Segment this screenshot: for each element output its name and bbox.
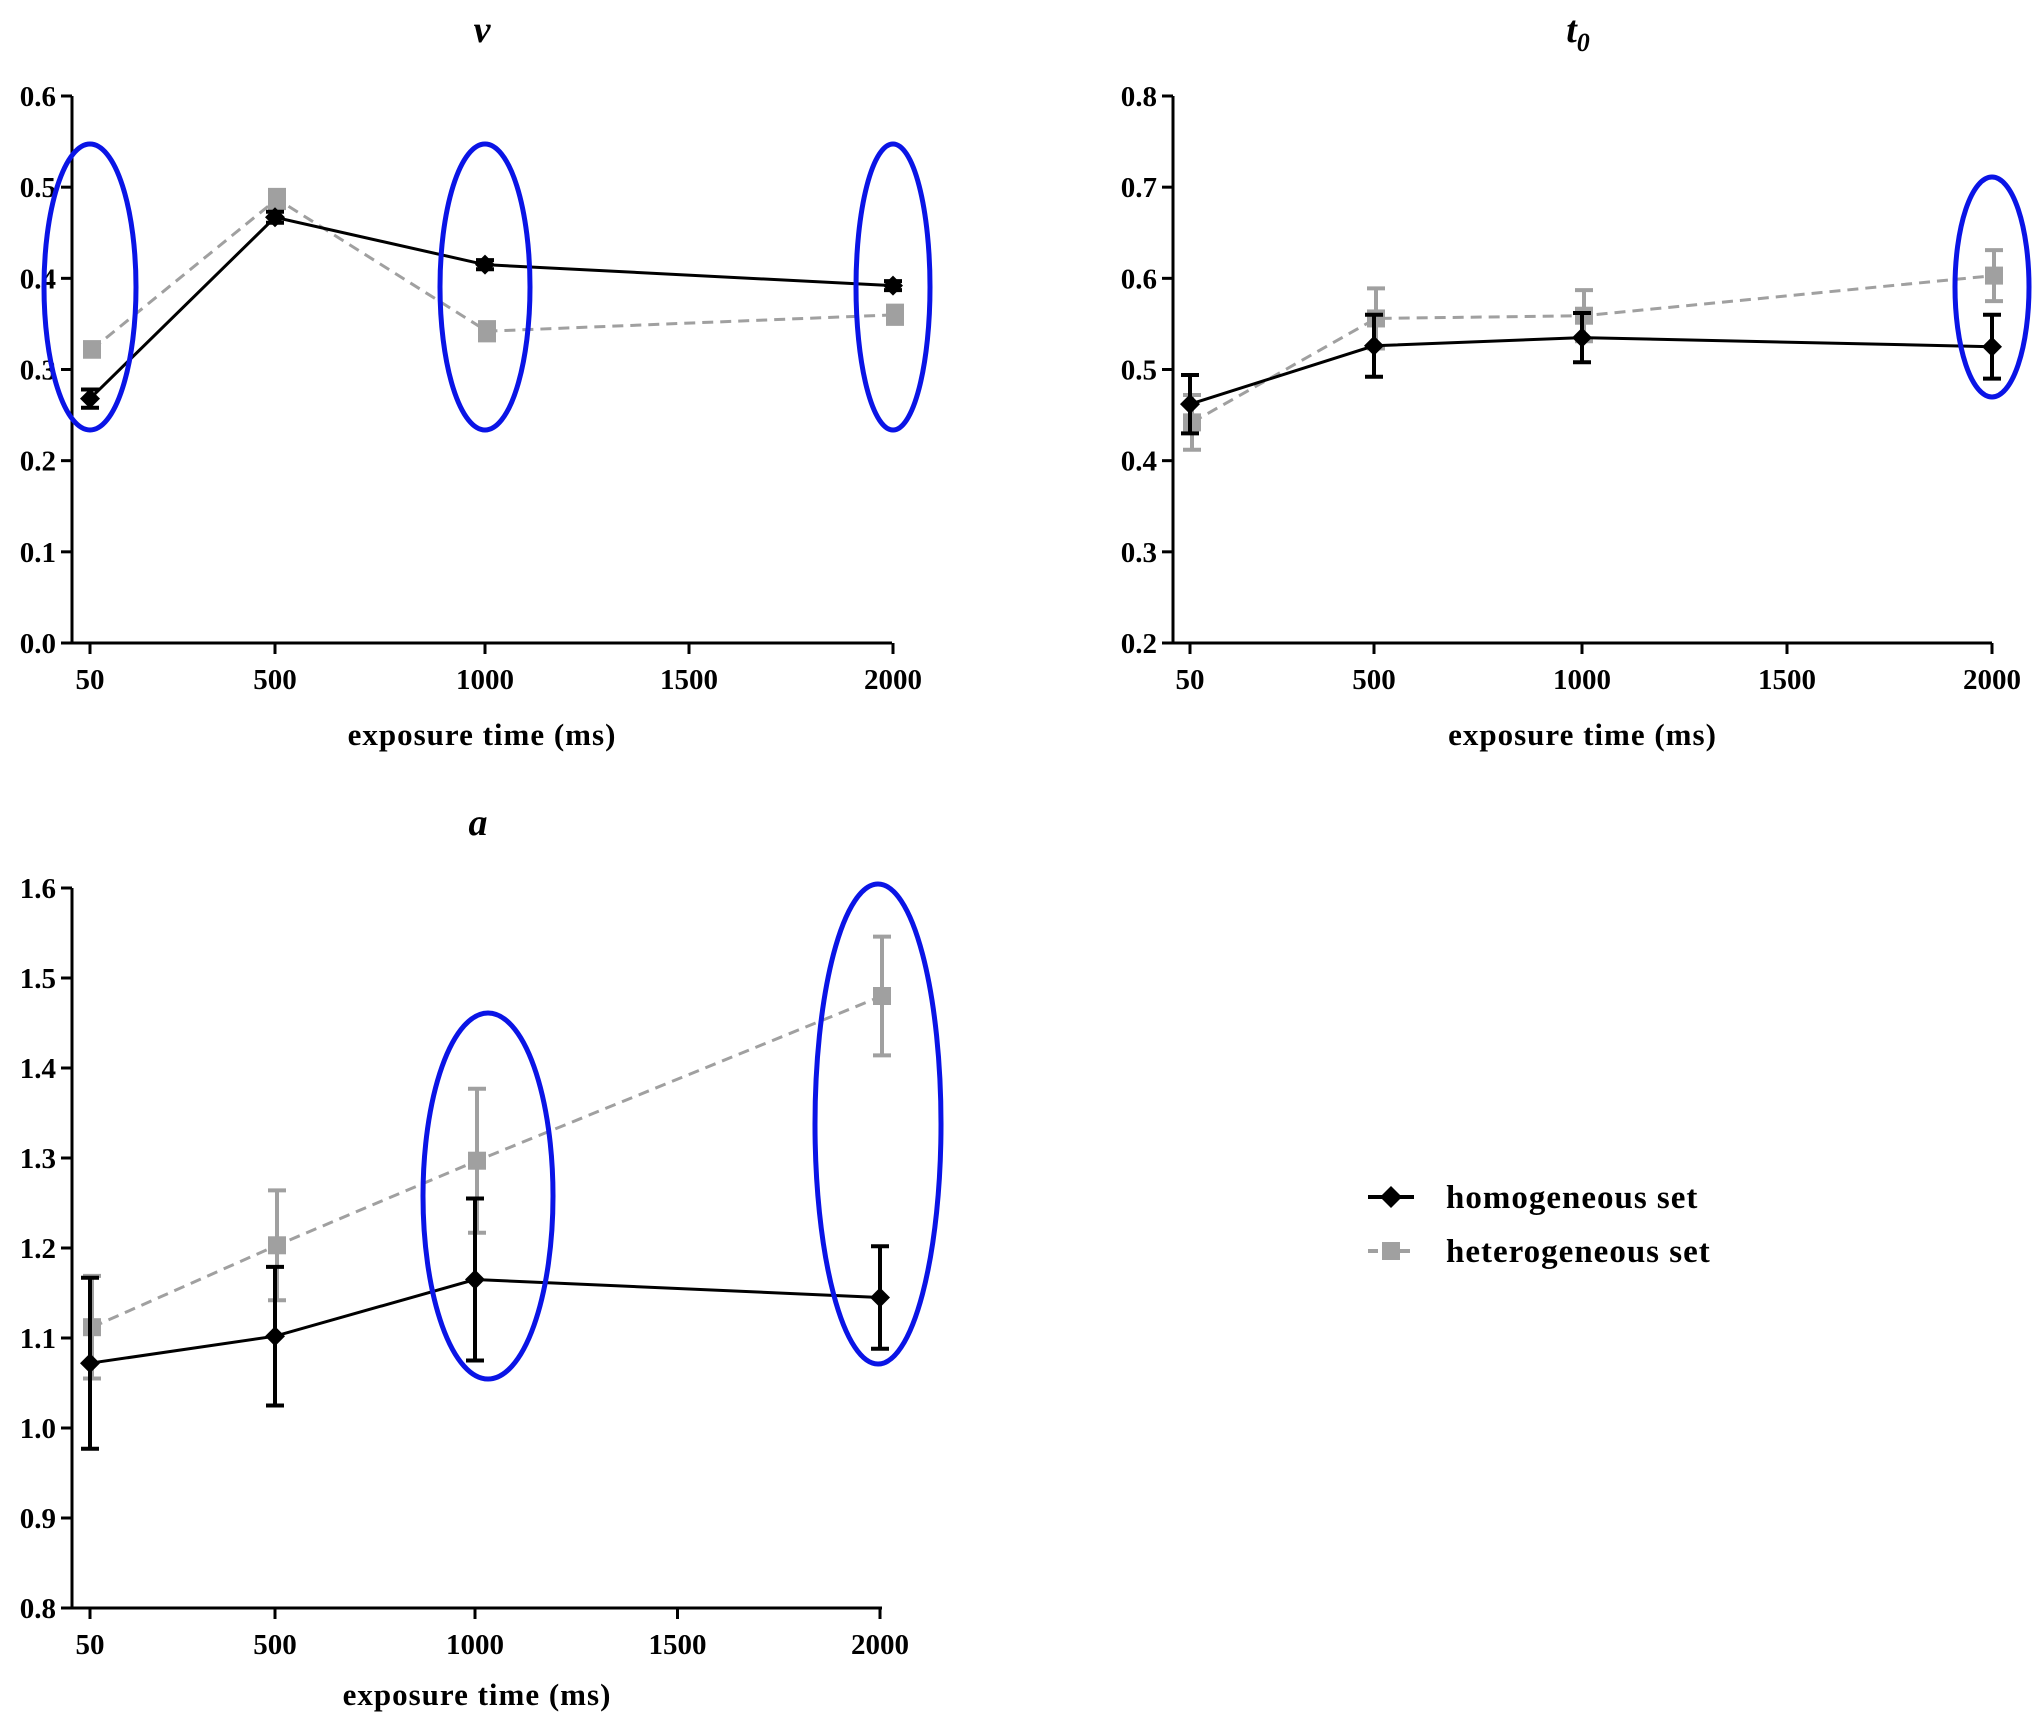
highlight-ellipse bbox=[420, 1010, 556, 1382]
x-tick-label: 500 bbox=[1352, 664, 1396, 696]
x-tick-label: 2000 bbox=[1963, 664, 2021, 696]
y-tick-label: 1.6 bbox=[20, 873, 56, 905]
x-tick-label: 1500 bbox=[660, 664, 718, 696]
data-point-homogeneous bbox=[883, 275, 903, 296]
highlight-ellipse bbox=[1952, 174, 2032, 400]
panel-title: v bbox=[474, 9, 492, 51]
data-point-homogeneous bbox=[465, 1269, 485, 1290]
x-tick-label: 500 bbox=[253, 664, 297, 696]
x-tick-label: 2000 bbox=[864, 664, 922, 696]
data-point-homogeneous bbox=[1572, 327, 1592, 348]
series-line-homogeneous bbox=[89, 1277, 881, 1365]
data-point-homogeneous bbox=[80, 388, 100, 409]
data-point-heterogeneous bbox=[1985, 266, 2003, 285]
x-tick-label: 1000 bbox=[456, 664, 514, 696]
legend-marker-diamond bbox=[1380, 1186, 1402, 1208]
series-line-heterogeneous bbox=[91, 994, 883, 1329]
data-point-heterogeneous bbox=[873, 987, 891, 1005]
y-tick-label: 0.7 bbox=[1121, 172, 1157, 204]
y-tick-label: 1.5 bbox=[20, 963, 56, 995]
data-point-homogeneous bbox=[80, 1353, 100, 1374]
x-axis-title: exposure time (ms) bbox=[348, 717, 617, 752]
data-point-homogeneous bbox=[1364, 335, 1384, 356]
data-point-homogeneous bbox=[265, 1326, 285, 1347]
highlight-ellipse bbox=[437, 141, 533, 433]
y-tick-label: 0.6 bbox=[1121, 263, 1157, 295]
data-point-heterogeneous bbox=[268, 1236, 286, 1255]
data-point-heterogeneous bbox=[478, 322, 496, 341]
x-tick-label: 1000 bbox=[446, 1629, 504, 1661]
panel-a: 0.8 0.9 1.0 1.1 1.2 1.3 1.4 1.5 1.6 50 500 1000 1500… bbox=[20, 802, 944, 1712]
y-tick-label: 0.3 bbox=[1121, 537, 1157, 569]
x-axis-title: exposure time (ms) bbox=[343, 1677, 612, 1712]
data-point-homogeneous bbox=[265, 207, 285, 228]
y-tick-label: 0.2 bbox=[20, 446, 56, 478]
highlight-ellipse bbox=[41, 141, 139, 433]
data-point-heterogeneous bbox=[886, 305, 904, 324]
data-point-homogeneous bbox=[1982, 336, 2002, 357]
series-line-homogeneous bbox=[88, 215, 894, 400]
highlight-ellipse bbox=[812, 881, 944, 1367]
panel-title: t0 bbox=[1566, 9, 1590, 57]
panel-v: 0.00.10.20.30.40.50.650 500 1000 1500 2000ex… bbox=[20, 9, 933, 752]
data-point-homogeneous bbox=[870, 1287, 890, 1308]
y-tick-label: 0.8 bbox=[20, 1593, 56, 1625]
y-tick-label: 0.5 bbox=[1121, 355, 1157, 387]
y-tick-label: 0.5 bbox=[20, 172, 56, 204]
series-line-heterogeneous bbox=[1191, 274, 1995, 424]
x-tick-label: 1000 bbox=[1553, 664, 1611, 696]
legend-label: heterogeneous set bbox=[1446, 1234, 1711, 1270]
x-tick-label: 50 bbox=[76, 1629, 105, 1661]
y-tick-label: 1.3 bbox=[20, 1143, 56, 1175]
y-tick-label: 0.4 bbox=[1121, 446, 1157, 478]
legend-marker-square bbox=[1382, 1242, 1400, 1260]
y-tick-label: 0.2 bbox=[1121, 628, 1157, 660]
y-tick-label: 1.2 bbox=[20, 1233, 56, 1265]
legend: homogeneous set heterogeneous set bbox=[1368, 1180, 1711, 1270]
y-tick-label: 0.0 bbox=[20, 628, 56, 660]
y-tick-label: 0.1 bbox=[20, 537, 56, 569]
data-point-homogeneous bbox=[1180, 394, 1200, 415]
y-tick-label: 0.8 bbox=[1121, 81, 1157, 113]
panel-t0: 0.2 0.3 0.4 0.5 0.6 0.7 0.8 50 500 1000 1500 2000 ex… bbox=[1121, 9, 2032, 752]
x-tick-label: 1500 bbox=[1758, 664, 1816, 696]
x-tick-label: 1500 bbox=[649, 1629, 707, 1661]
x-tick-label: 50 bbox=[76, 664, 105, 696]
data-point-heterogeneous bbox=[468, 1151, 486, 1170]
data-point-heterogeneous bbox=[83, 340, 101, 359]
y-tick-label: 1.4 bbox=[20, 1053, 56, 1085]
x-axis-title: exposure time (ms) bbox=[1448, 717, 1717, 752]
series-line-heterogeneous bbox=[91, 197, 896, 351]
y-tick-label: 0.9 bbox=[20, 1503, 56, 1535]
data-point-homogeneous bbox=[475, 254, 495, 275]
x-tick-label: 2000 bbox=[851, 1629, 909, 1661]
highlight-ellipse bbox=[853, 141, 933, 433]
y-tick-label: 0.4 bbox=[20, 263, 56, 295]
y-tick-label: 1.0 bbox=[20, 1413, 56, 1445]
panel-title: a bbox=[469, 802, 488, 844]
y-tick-label: 1.1 bbox=[20, 1323, 56, 1355]
x-tick-label: 500 bbox=[253, 1629, 297, 1661]
legend-label: homogeneous set bbox=[1446, 1180, 1698, 1216]
y-tick-label: 0.6 bbox=[20, 81, 56, 113]
panel-title-subscript: 0 bbox=[1577, 28, 1590, 57]
series-line-homogeneous bbox=[1189, 336, 1993, 406]
x-tick-label: 50 bbox=[1176, 664, 1205, 696]
data-point-heterogeneous bbox=[268, 190, 286, 209]
